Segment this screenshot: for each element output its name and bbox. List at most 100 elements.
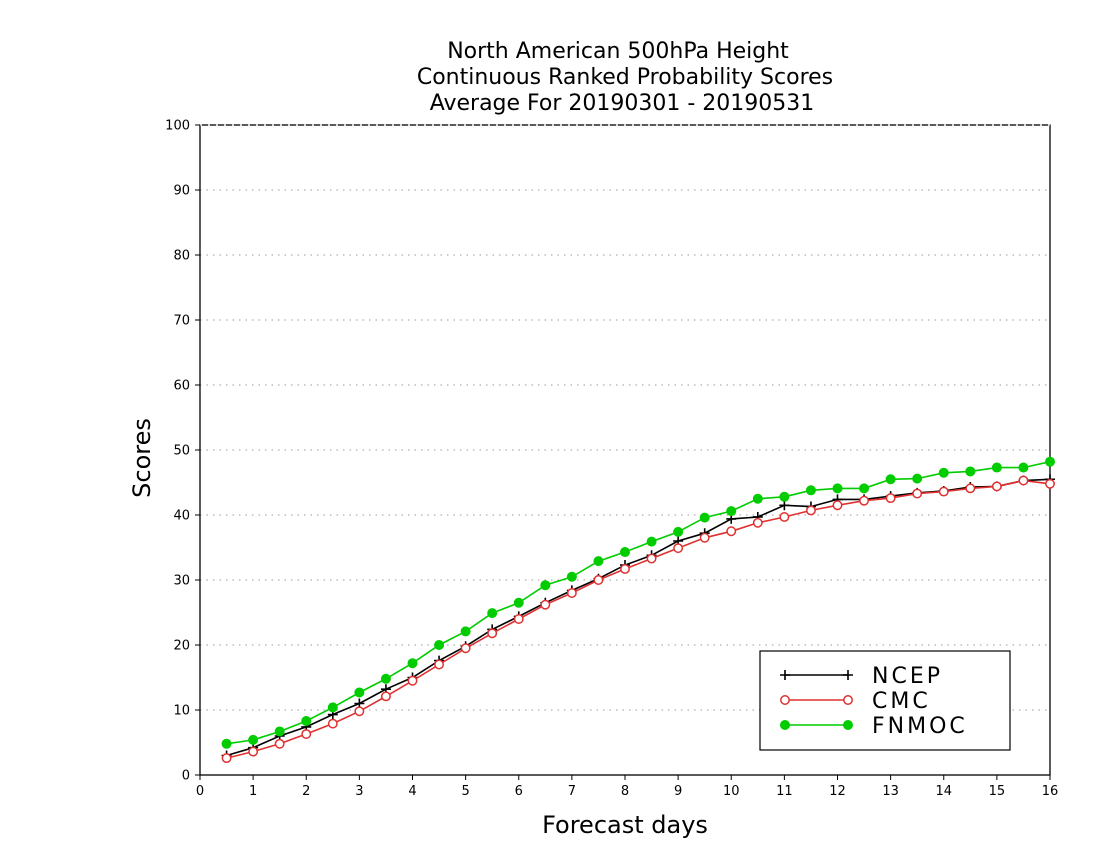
data-point-fnmoc <box>593 556 604 567</box>
data-point-fnmoc <box>354 687 365 698</box>
legend-item-cmc: CMC <box>780 689 931 714</box>
series <box>221 456 1055 764</box>
data-point-fnmoc <box>726 506 737 517</box>
data-point-cmc <box>566 588 577 598</box>
data-point-cmc <box>991 481 1002 492</box>
data-point-cmc <box>513 614 524 624</box>
y-tick-label: 90 <box>173 184 190 199</box>
data-point-cmc <box>752 517 763 528</box>
data-point-cmc <box>301 729 312 739</box>
x-tick-label: 2 <box>302 784 310 799</box>
x-tick-label: 4 <box>408 784 416 799</box>
data-point-fnmoc <box>805 485 816 496</box>
data-point-cmc <box>859 495 870 506</box>
legend-marker <box>780 720 790 730</box>
x-tick-label: 5 <box>461 784 469 799</box>
data-point-fnmoc <box>965 466 976 477</box>
x-tick-label: 3 <box>355 784 363 799</box>
legend-marker <box>843 720 853 730</box>
data-point-fnmoc <box>301 716 312 727</box>
data-point-cmc <box>407 675 418 686</box>
y-tick-label: 10 <box>173 704 190 719</box>
data-point-cmc <box>1018 475 1029 486</box>
chart-title: North American 500hPa Height Continuous … <box>417 39 833 116</box>
data-point-cmc <box>646 553 657 564</box>
data-point-cmc <box>912 488 923 499</box>
legend-label: CMC <box>872 689 931 714</box>
x-tick-label: 1 <box>249 784 257 799</box>
y-axis-label: Scores <box>128 418 156 498</box>
x-tick-label: 14 <box>935 784 952 799</box>
data-point-cmc <box>938 486 949 497</box>
x-tick-label: 13 <box>882 784 899 799</box>
data-point-fnmoc <box>540 580 551 591</box>
y-tick-label: 100 <box>165 119 190 134</box>
y-tick-label: 0 <box>182 769 190 784</box>
legend-marker <box>780 695 790 705</box>
data-point-fnmoc <box>885 474 896 485</box>
x-tick-label: 11 <box>776 784 793 799</box>
data-point-ncep <box>779 500 790 511</box>
data-point-cmc <box>434 659 445 670</box>
data-point-cmc <box>540 599 551 610</box>
data-point-fnmoc <box>991 462 1002 473</box>
x-tick-label: 0 <box>196 784 204 799</box>
x-tick-label: 12 <box>829 784 846 799</box>
data-point-fnmoc <box>673 526 684 537</box>
data-point-fnmoc <box>407 658 418 669</box>
data-point-fnmoc <box>912 473 923 484</box>
data-point-cmc <box>805 505 816 516</box>
data-point-cmc <box>354 706 365 717</box>
data-point-cmc <box>248 746 259 757</box>
y-tick-label: 20 <box>173 639 190 654</box>
data-point-cmc <box>593 575 604 585</box>
x-tick-label: 6 <box>515 784 523 799</box>
data-point-fnmoc <box>327 702 338 713</box>
legend-marker <box>843 695 853 705</box>
legend-item-ncep: NCEP <box>780 664 940 689</box>
data-point-cmc <box>460 643 471 654</box>
data-point-fnmoc <box>221 738 232 749</box>
x-tick-label: 8 <box>621 784 629 799</box>
data-point-fnmoc <box>1018 462 1029 473</box>
data-point-cmc <box>832 500 843 511</box>
legend-label: FNMOC <box>872 714 968 739</box>
chart-title-line-2: Continuous Ranked Probability Scores <box>417 65 833 90</box>
data-point-fnmoc <box>513 597 524 608</box>
data-point-fnmoc <box>274 726 285 737</box>
y-tick-label: 40 <box>173 509 190 524</box>
data-point-fnmoc <box>832 483 843 494</box>
data-point-fnmoc <box>752 493 763 504</box>
data-point-cmc <box>327 718 338 729</box>
grid <box>200 189 1050 711</box>
data-point-fnmoc <box>487 608 498 619</box>
data-point-cmc <box>726 526 737 537</box>
y-tick-label: 30 <box>173 574 190 589</box>
data-point-cmc <box>487 628 498 639</box>
data-point-cmc <box>620 564 630 574</box>
legend-marker <box>843 670 853 680</box>
data-point-cmc <box>274 738 285 749</box>
y-tick-label: 60 <box>173 379 190 394</box>
x-axis-label: Forecast days <box>542 811 708 839</box>
x-tick-label: 16 <box>1042 784 1059 799</box>
data-point-fnmoc <box>938 467 949 478</box>
series-cmc <box>221 475 1055 764</box>
data-point-cmc <box>221 753 232 764</box>
data-point-fnmoc <box>779 491 790 502</box>
y-tick-label: 80 <box>173 249 190 264</box>
data-point-fnmoc <box>859 483 870 494</box>
data-point-cmc <box>965 483 976 494</box>
x-tick-label: 10 <box>723 784 740 799</box>
data-point-cmc <box>1045 478 1055 489</box>
data-point-cmc <box>779 512 790 522</box>
x-tick-label: 9 <box>674 784 682 799</box>
data-point-fnmoc <box>699 512 710 523</box>
chart-title-line-3: Average For 20190301 - 20190531 <box>430 91 815 116</box>
data-point-fnmoc <box>1045 456 1055 467</box>
data-point-cmc <box>699 532 710 543</box>
data-point-cmc <box>885 493 896 504</box>
chart-title-line-1: North American 500hPa Height <box>447 39 789 64</box>
